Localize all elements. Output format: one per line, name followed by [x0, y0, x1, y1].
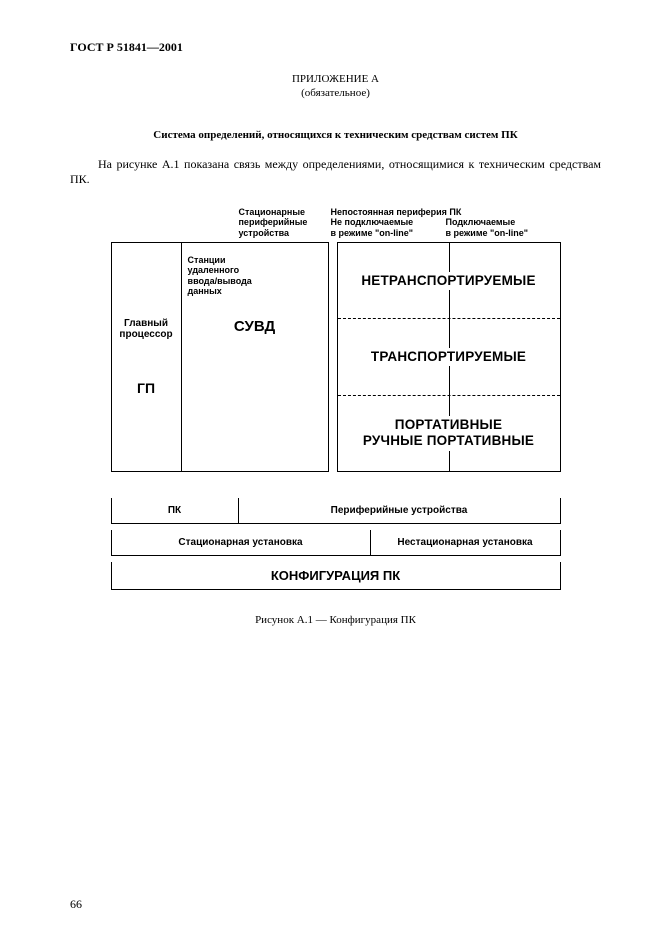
cell-stationary-install: Стационарная установка: [111, 530, 371, 556]
bottom-row-2: Стационарная установка Нестационарная ус…: [111, 530, 561, 556]
cell-nonstationary-install: Нестационарная установка: [371, 530, 561, 556]
suvd-abbrev: СУВД: [234, 318, 275, 335]
suvd-cell: Станции удаленного ввода/вывода данных С…: [182, 243, 328, 471]
diagram-main-row: Главный процессор ГП Станции удаленного …: [111, 242, 561, 472]
diagram-top-headers: Стационарные периферийные устройства Неп…: [111, 207, 561, 238]
bottom-row-1: ПК Периферийные устройства: [111, 498, 561, 524]
figure-caption: Рисунок А.1 — Конфигурация ПК: [70, 614, 601, 626]
header-stationary-periph: Стационарные периферийные устройства: [239, 207, 331, 238]
cell-peripheral-devices: Периферийные устройства: [239, 498, 561, 524]
cell-pk-configuration: КОНФИГУРАЦИЯ ПК: [111, 562, 561, 590]
suvd-label: Станции удаленного ввода/вывода данных: [182, 255, 252, 296]
bottom-row-3: КОНФИГУРАЦИЯ ПК: [111, 562, 561, 590]
annex-subtitle: (обязательное): [70, 87, 601, 99]
header-nonpermanent-periph: Непостоянная периферия ПК: [331, 207, 561, 217]
gp-abbrev: ГП: [137, 380, 155, 396]
document-header: ГОСТ Р 51841—2001: [70, 40, 601, 55]
diagram: Стационарные периферийные устройства Неп…: [111, 207, 561, 590]
header-not-online: Не подключаемые в режиме "on-line": [331, 217, 446, 238]
page-number: 66: [70, 897, 82, 912]
intro-paragraph: На рисунке А.1 показана связь между опре…: [70, 157, 601, 187]
header-online: Подключаемые в режиме "on-line": [446, 217, 561, 238]
section-title: Система определений, относящихся к техни…: [70, 129, 601, 141]
gp-label: Главный процессор: [119, 318, 172, 340]
left-block: Главный процессор ГП Станции удаленного …: [111, 242, 329, 472]
annex-title: ПРИЛОЖЕНИЕ А: [70, 73, 601, 85]
main-processor-cell: Главный процессор ГП: [112, 243, 182, 471]
right-block: НЕТРАНСПОРТИРУЕМЫЕ ТРАНСПОРТИРУЕМЫЕ ПОРТ…: [337, 242, 561, 472]
cell-pk: ПК: [111, 498, 239, 524]
